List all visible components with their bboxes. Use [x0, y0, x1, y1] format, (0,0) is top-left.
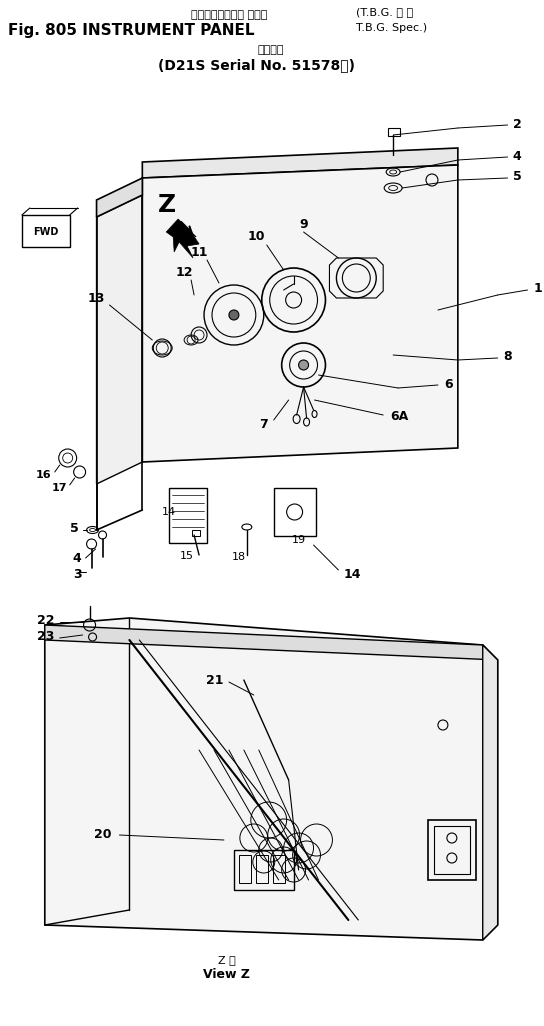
Text: T.B.G. Spec.): T.B.G. Spec.) — [356, 23, 428, 33]
Text: 7: 7 — [259, 419, 268, 432]
Text: 13: 13 — [88, 291, 105, 305]
Text: 11: 11 — [190, 245, 208, 259]
Text: 5: 5 — [512, 170, 521, 184]
Polygon shape — [96, 177, 143, 218]
Text: 14: 14 — [343, 568, 361, 582]
Text: 18: 18 — [232, 552, 246, 562]
Bar — [234, 850, 294, 890]
Text: 20: 20 — [94, 828, 112, 840]
Polygon shape — [166, 219, 199, 258]
Bar — [192, 530, 200, 536]
Text: Fig. 805 INSTRUMENT PANEL: Fig. 805 INSTRUMENT PANEL — [8, 23, 255, 38]
Polygon shape — [143, 148, 458, 177]
Text: 10: 10 — [248, 231, 265, 243]
Text: 19: 19 — [292, 535, 306, 545]
Text: 3: 3 — [73, 568, 82, 582]
Bar — [22, 215, 70, 247]
Text: 5: 5 — [70, 521, 79, 535]
Polygon shape — [45, 625, 498, 660]
Polygon shape — [483, 645, 498, 940]
Bar — [388, 128, 400, 136]
Bar — [256, 855, 268, 883]
Text: 22: 22 — [37, 614, 55, 627]
Polygon shape — [143, 165, 458, 462]
Text: インスツルメント パネル: インスツルメント パネル — [191, 10, 267, 19]
Text: 2: 2 — [512, 118, 521, 130]
Text: 16: 16 — [36, 470, 52, 480]
Text: 9: 9 — [299, 219, 308, 232]
Bar — [273, 855, 285, 883]
Text: FWD: FWD — [33, 227, 58, 237]
Text: 23: 23 — [38, 631, 55, 643]
Bar — [274, 488, 316, 536]
Text: 15: 15 — [180, 551, 194, 561]
Text: 6: 6 — [444, 378, 453, 391]
Bar — [434, 826, 470, 874]
Text: 適用号機: 適用号機 — [257, 45, 284, 55]
Text: 21: 21 — [206, 673, 224, 686]
Text: 17: 17 — [52, 483, 67, 494]
Circle shape — [299, 360, 308, 370]
Text: 8: 8 — [504, 351, 512, 363]
Circle shape — [229, 310, 239, 320]
Polygon shape — [96, 195, 143, 484]
Text: 4: 4 — [73, 552, 82, 564]
Bar — [169, 488, 207, 543]
Text: 6A: 6A — [390, 410, 409, 424]
Text: 4: 4 — [512, 150, 521, 162]
Text: 14: 14 — [162, 507, 176, 517]
Polygon shape — [45, 618, 498, 940]
Bar — [428, 820, 476, 880]
Text: 1: 1 — [534, 282, 542, 295]
Bar — [239, 855, 251, 883]
Text: (D21S Serial No. 51578～): (D21S Serial No. 51578～) — [158, 58, 355, 72]
Text: 12: 12 — [175, 266, 193, 278]
Text: Z: Z — [158, 193, 176, 218]
Text: View Z: View Z — [203, 969, 250, 982]
Text: Z 機: Z 機 — [218, 955, 236, 965]
Text: (T.B.G. 仕 様: (T.B.G. 仕 様 — [356, 7, 413, 17]
